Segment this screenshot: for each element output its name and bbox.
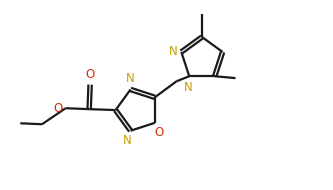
Text: N: N xyxy=(126,72,135,85)
Text: N: N xyxy=(168,44,177,58)
Text: N: N xyxy=(184,81,193,94)
Text: O: O xyxy=(86,68,95,81)
Text: O: O xyxy=(154,126,163,139)
Text: O: O xyxy=(53,102,62,115)
Text: N: N xyxy=(123,134,131,147)
